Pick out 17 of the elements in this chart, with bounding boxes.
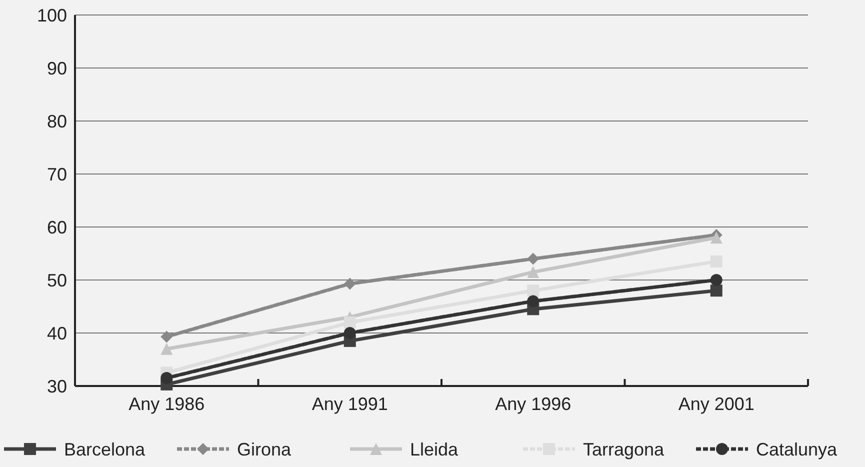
legend-label: Barcelona: [64, 439, 146, 460]
x-tick-label: Any 2001: [678, 394, 754, 414]
y-tick-label: 50: [46, 270, 67, 290]
y-tick-label: 100: [36, 5, 67, 26]
y-tick-label: 70: [46, 164, 67, 184]
y-tick-label: 90: [46, 58, 67, 78]
legend-label: Lleida: [410, 439, 460, 460]
x-tick-label: Any 1991: [312, 394, 388, 414]
legend-label: Catalunya: [756, 439, 838, 460]
legend-label: Tarragona: [583, 439, 666, 460]
y-tick-label: 60: [46, 217, 67, 238]
x-tick-label: Any 1986: [128, 394, 205, 414]
x-tick-label: Any 1996: [495, 394, 572, 414]
y-tick-label: 80: [46, 111, 67, 132]
y-tick-label: 30: [46, 376, 67, 396]
y-tick-label: 40: [46, 323, 67, 344]
legend-label: Girona: [237, 439, 292, 460]
